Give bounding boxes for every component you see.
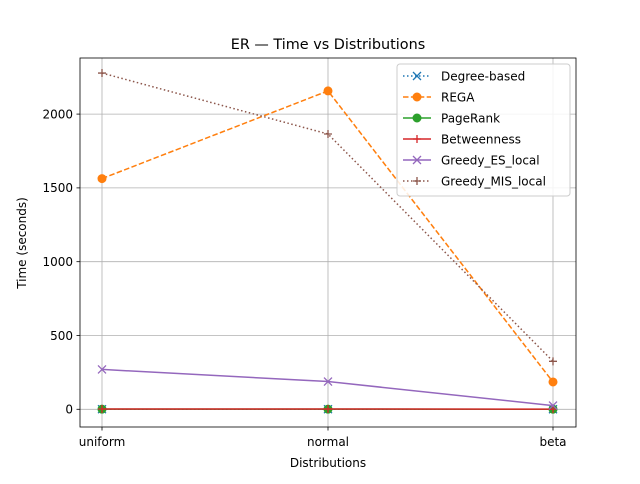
legend-label: Greedy_MIS_local [441, 174, 546, 188]
y-tick-label: 500 [50, 329, 73, 343]
data-point [549, 378, 557, 386]
legend-label: Betweenness [441, 132, 521, 146]
legend-label: PageRank [441, 111, 500, 125]
y-tick-label: 0 [65, 403, 73, 417]
legend-label: Degree-based [441, 69, 525, 83]
chart-title: ER — Time vs Distributions [231, 37, 425, 53]
y-tick-label: 2000 [42, 107, 73, 121]
data-point [98, 175, 106, 183]
y-tick-label: 1500 [42, 181, 73, 195]
data-point [324, 87, 332, 95]
y-tick-label: 1000 [42, 255, 73, 269]
legend-label: Greedy_ES_local [441, 153, 540, 167]
legend-marker [413, 93, 421, 101]
x-tick-label: normal [307, 435, 349, 449]
y-axis-label: Time (seconds) [15, 197, 29, 290]
x-axis-label: Distributions [290, 456, 366, 470]
legend-label: REGA [441, 90, 475, 104]
legend-marker [413, 114, 421, 122]
x-tick-label: beta [539, 435, 566, 449]
legend: Degree-based REGA PageRank Betweenness Greed… [397, 64, 570, 196]
x-tick-label: uniform [79, 435, 126, 449]
